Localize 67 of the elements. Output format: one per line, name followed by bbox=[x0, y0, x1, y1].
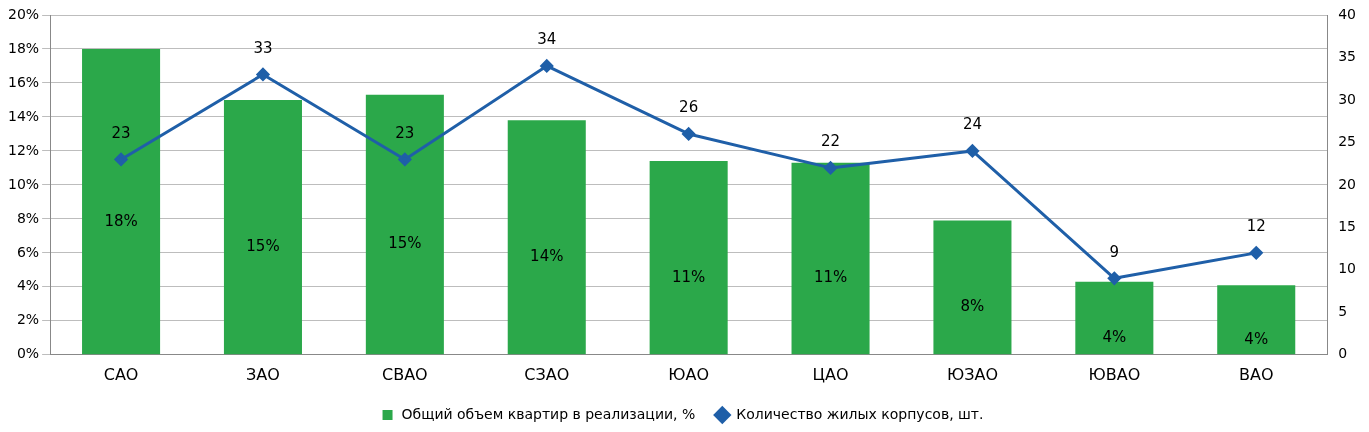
y2-tick-label: 0 bbox=[1338, 345, 1348, 362]
x-tick-label: САО bbox=[103, 364, 139, 384]
data-label: 11% bbox=[671, 267, 706, 286]
x-tick-label: СЗАО bbox=[524, 364, 570, 384]
y2-tick-label: 20 bbox=[1338, 175, 1357, 192]
point bbox=[540, 59, 554, 73]
data-label: 34 bbox=[537, 30, 557, 49]
y-tick-label: 20% bbox=[7, 5, 40, 22]
data-label: 15% bbox=[246, 237, 280, 256]
point bbox=[965, 144, 979, 158]
bar bbox=[791, 162, 870, 355]
bar bbox=[933, 220, 1012, 355]
y2-tick-label: 30 bbox=[1338, 90, 1357, 107]
y2-tick-label: 25 bbox=[1338, 133, 1357, 150]
y-tick-label: 16% bbox=[7, 73, 40, 90]
data-label: 18% bbox=[104, 211, 138, 230]
y-tick-label: 18% bbox=[7, 39, 40, 56]
data-label: 12 bbox=[1246, 217, 1266, 236]
point bbox=[256, 67, 270, 81]
point bbox=[1107, 271, 1121, 285]
data-label: 15% bbox=[388, 234, 422, 253]
y-tick-label: 4% bbox=[16, 277, 40, 294]
data-label: 9 bbox=[1109, 242, 1120, 261]
point bbox=[682, 127, 696, 141]
point bbox=[114, 152, 128, 166]
legend-label: Количество жилых корпусов, шт. bbox=[736, 405, 984, 422]
y-tick-label: 14% bbox=[7, 107, 40, 124]
data-label: 23 bbox=[111, 123, 131, 142]
data-label: 14% bbox=[530, 247, 564, 266]
bar bbox=[82, 48, 161, 355]
data-label: 24 bbox=[962, 115, 982, 134]
x-tick-label: ЮАО bbox=[668, 364, 710, 384]
bar bbox=[223, 99, 302, 355]
point bbox=[824, 161, 838, 175]
data-label: 4% bbox=[1244, 329, 1269, 348]
y2-tick-label: 15 bbox=[1338, 218, 1357, 235]
data-label: 33 bbox=[253, 38, 273, 57]
point bbox=[1249, 246, 1263, 260]
y-tick-label: 6% bbox=[16, 243, 40, 260]
bar bbox=[1217, 285, 1296, 355]
y-tick-label: 2% bbox=[16, 311, 40, 328]
data-label: 4% bbox=[1102, 327, 1127, 346]
bar bbox=[507, 120, 586, 355]
bar bbox=[649, 161, 728, 355]
y-tick-label: 0% bbox=[16, 345, 40, 362]
data-label: 26 bbox=[679, 98, 699, 117]
legend-label: Общий объем квартир в реализации, % bbox=[401, 405, 696, 422]
x-tick-label: ЦАО bbox=[812, 364, 849, 384]
bar bbox=[1075, 281, 1154, 355]
data-label: 8% bbox=[960, 297, 985, 316]
x-tick-label: ВАО bbox=[1238, 364, 1274, 384]
y-tick-label: 8% bbox=[16, 209, 40, 226]
bar bbox=[365, 94, 444, 355]
data-label: 11% bbox=[813, 268, 848, 287]
y2-tick-label: 10 bbox=[1338, 260, 1357, 277]
y-tick-label: 10% bbox=[7, 175, 40, 192]
x-tick-label: ЮЗАО bbox=[946, 364, 998, 384]
x-tick-label: ЗАО bbox=[246, 364, 280, 384]
data-label: 23 bbox=[395, 123, 415, 142]
data-label: 22 bbox=[821, 132, 841, 151]
point bbox=[398, 152, 412, 166]
x-tick-label: ЮВАО bbox=[1088, 364, 1141, 384]
y2-tick-label: 35 bbox=[1338, 48, 1357, 65]
y2-tick-label: 40 bbox=[1338, 5, 1357, 22]
x-tick-label: СВАО bbox=[382, 364, 428, 384]
y2-tick-label: 5 bbox=[1338, 302, 1348, 319]
y-tick-label: 12% bbox=[7, 141, 40, 158]
